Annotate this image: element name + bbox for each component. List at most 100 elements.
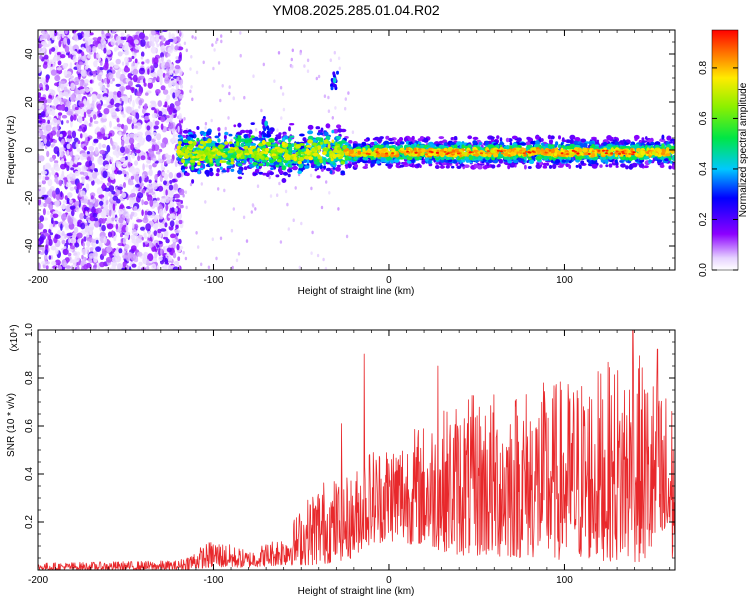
spectrogram-speckle-mark xyxy=(324,266,328,270)
spectrogram-noise-mark xyxy=(145,134,152,142)
spectrogram-noise-mark xyxy=(83,236,87,242)
spectrogram-noise-mark xyxy=(120,233,123,238)
spectrogram-signal-mark xyxy=(221,169,227,173)
spectrogram-noise-mark xyxy=(96,73,101,81)
spectrogram-speckle-mark xyxy=(310,186,313,191)
spectrogram-speckle-mark xyxy=(306,58,310,63)
spectrogram-noise-mark xyxy=(135,237,141,244)
spectrogram-signal-mark xyxy=(315,126,321,130)
spectrogram-signal-mark xyxy=(614,159,618,164)
spectrogram-noise-mark xyxy=(172,132,176,139)
spectrogram-noise-mark xyxy=(150,46,157,54)
spectrogram-signal-mark xyxy=(659,156,665,161)
spectrogram-noise-mark xyxy=(160,162,164,171)
spectrogram-noise-mark xyxy=(118,217,125,224)
spectrogram-signal-mark xyxy=(579,164,582,170)
spectrogram-noise-mark xyxy=(109,66,113,70)
spectrogram-signal-mark xyxy=(320,127,324,133)
spectrogram-signal-mark xyxy=(548,139,554,144)
spectrogram-noise-mark xyxy=(178,113,183,121)
spectrogram-signal-mark xyxy=(291,163,297,166)
spectrogram-noise-mark xyxy=(106,98,110,106)
spectrogram-noise-mark xyxy=(79,61,84,66)
spectrogram-noise-mark xyxy=(38,92,42,97)
spectrogram-noise-mark xyxy=(38,66,42,74)
spectrogram-noise-mark xyxy=(148,164,152,170)
spectrogram-noise-mark xyxy=(125,85,131,90)
spectrogram-noise-mark xyxy=(124,51,129,56)
spectrogram-noise-mark xyxy=(40,87,43,91)
spectrogram-noise-mark xyxy=(81,254,84,260)
spectrogram-noise-mark xyxy=(73,259,77,267)
spectrogram-noise-mark xyxy=(51,109,56,117)
spectrogram-signal-mark xyxy=(282,171,289,176)
spectrogram-noise-mark xyxy=(129,266,132,270)
spectrogram-noise-mark xyxy=(140,51,145,57)
spectrogram-noise-mark xyxy=(63,234,67,239)
spectrogram-noise-mark xyxy=(156,197,160,201)
spectrogram-signal-mark xyxy=(237,176,243,180)
spectrogram-noise-mark xyxy=(106,245,112,253)
spectrogram-noise-mark xyxy=(59,133,63,138)
spectrogram-signal-mark xyxy=(527,166,532,169)
spectrogram-noise-mark xyxy=(117,226,122,233)
spectrogram-noise-mark xyxy=(169,69,173,75)
spectrogram-speckle-mark xyxy=(320,205,324,210)
spectrogram-noise-mark xyxy=(148,240,153,249)
spectrogram-signal-mark xyxy=(376,160,381,165)
spectrogram-noise-mark xyxy=(135,184,140,188)
spectrogram-noise-mark xyxy=(85,241,91,247)
spectrogram-signal-mark xyxy=(615,156,619,160)
spectrogram-noise-mark xyxy=(110,157,114,163)
spectrogram-noise-mark xyxy=(70,119,73,128)
spectrogram-noise-mark xyxy=(84,84,87,90)
spectrogram-noise-mark xyxy=(138,105,141,109)
spectrogram-signal-mark xyxy=(405,140,409,145)
spectrogram-speckle-mark xyxy=(279,240,283,244)
spectrogram-signal-mark xyxy=(340,170,346,174)
spectrogram-noise-mark xyxy=(46,133,50,142)
spectrogram-noise-mark xyxy=(72,105,75,111)
spectrogram-noise-mark xyxy=(49,157,54,163)
spectrogram-noise-mark xyxy=(66,100,72,106)
spectrogram-signal-mark xyxy=(614,141,620,146)
spectrogram-noise-mark xyxy=(130,253,136,261)
spectrogram-noise-mark xyxy=(171,178,176,183)
spectrogram-noise-mark xyxy=(115,71,121,79)
spectrogram-noise-mark xyxy=(138,261,143,266)
spectrogram-signal-mark xyxy=(490,139,494,143)
spectrogram-noise-mark xyxy=(131,170,135,175)
spectrogram-signal-mark xyxy=(224,145,229,149)
spectrogram-noise-mark xyxy=(46,98,52,104)
spectrogram-noise-mark xyxy=(66,52,70,56)
spectrogram-noise-mark xyxy=(79,103,85,108)
spectrogram-noise-mark xyxy=(130,143,135,151)
spectrogram-speckle-mark xyxy=(255,128,258,132)
spectrogram-noise-mark xyxy=(121,88,124,96)
spectrogram-noise-mark xyxy=(87,202,94,206)
spectrogram-noise-mark xyxy=(108,192,112,197)
spectrogram-noise-mark xyxy=(154,34,160,38)
spectrogram-signal-mark xyxy=(669,160,673,164)
spectrogram-noise-mark xyxy=(178,54,182,62)
spectrogram-noise-mark xyxy=(144,213,148,221)
spectrogram-noise-mark xyxy=(38,132,41,136)
spectrogram-noise-mark xyxy=(109,95,113,100)
spectrogram-speckle-mark xyxy=(315,76,318,81)
spectrogram-noise-mark xyxy=(144,210,148,215)
spectrogram-noise-mark xyxy=(62,221,67,226)
spectrogram-signal-mark xyxy=(253,136,259,141)
spectrogram-signal-mark xyxy=(484,164,491,169)
spectrogram-noise-mark xyxy=(50,167,55,172)
spectrogram-noise-mark xyxy=(143,103,148,111)
spectrogram-speckle-mark xyxy=(260,108,263,113)
spectrogram-noise-mark xyxy=(78,115,83,124)
spectrogram-noise-mark xyxy=(57,60,62,66)
spectrogram-noise-mark xyxy=(84,65,89,70)
spectrogram-speckle-mark xyxy=(185,205,188,210)
spectrogram-noise-mark xyxy=(43,61,48,65)
spectrogram-signal-mark xyxy=(478,141,482,146)
spectrogram-noise-mark xyxy=(122,237,127,245)
spectrogram-noise-mark xyxy=(153,57,159,65)
spectrogram-signal-mark xyxy=(265,133,272,138)
